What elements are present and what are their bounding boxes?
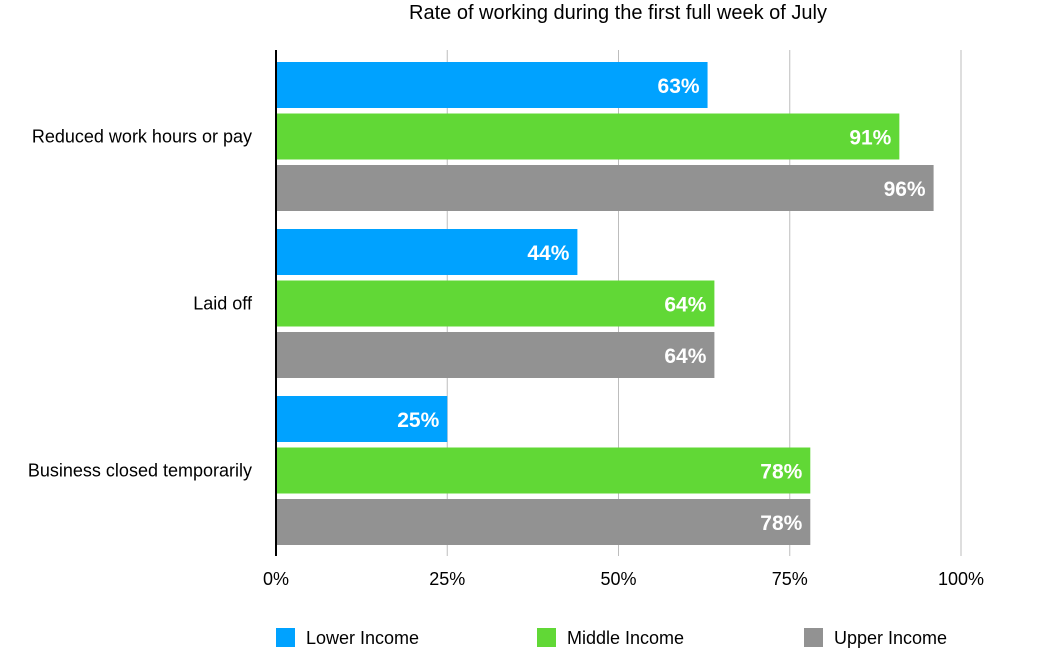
legend-swatch [804, 628, 823, 647]
bar [276, 165, 934, 211]
chart-title: Rate of working during the first full we… [409, 2, 827, 24]
bar [276, 280, 715, 327]
bar [276, 229, 578, 275]
data-label: 63% [658, 75, 700, 98]
category-label: Business closed temporarily [28, 461, 252, 481]
x-tick-label: 50% [600, 569, 636, 589]
legend-label: Upper Income [834, 628, 947, 648]
bar [276, 396, 448, 442]
data-label: 25% [397, 409, 439, 432]
bar [276, 332, 715, 378]
category-label: Laid off [193, 294, 253, 314]
legend-swatch [276, 628, 295, 647]
legend-label: Lower Income [306, 628, 419, 648]
legend-swatch [537, 628, 556, 647]
x-tick-label: 25% [429, 569, 465, 589]
bar [276, 499, 811, 545]
bar [276, 447, 811, 494]
data-label: 64% [664, 294, 706, 317]
x-tick-label: 100% [938, 569, 984, 589]
legend-label: Middle Income [567, 628, 684, 648]
x-tick-label: 75% [772, 569, 808, 589]
bar [276, 62, 708, 108]
data-label: 78% [760, 461, 802, 484]
data-label: 78% [760, 512, 802, 535]
category-label: Reduced work hours or pay [32, 127, 252, 147]
x-tick-label: 0% [263, 569, 289, 589]
data-label: 91% [849, 127, 891, 150]
data-label: 64% [664, 345, 706, 368]
data-label: 44% [527, 242, 569, 265]
bar [276, 113, 900, 160]
data-label: 96% [884, 178, 926, 201]
